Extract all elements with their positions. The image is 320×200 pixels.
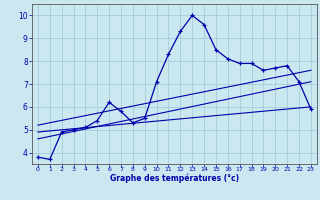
X-axis label: Graphe des températures (°c): Graphe des températures (°c) xyxy=(110,174,239,183)
